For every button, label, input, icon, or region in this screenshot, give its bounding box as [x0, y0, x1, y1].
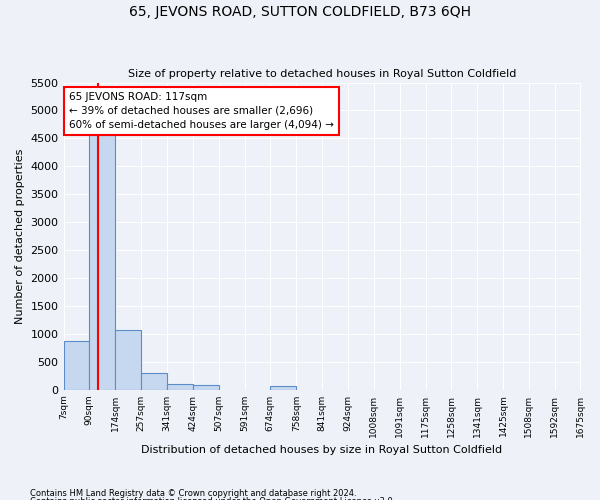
Text: 65, JEVONS ROAD, SUTTON COLDFIELD, B73 6QH: 65, JEVONS ROAD, SUTTON COLDFIELD, B73 6…: [129, 5, 471, 19]
Text: Contains HM Land Registry data © Crown copyright and database right 2024.: Contains HM Land Registry data © Crown c…: [30, 488, 356, 498]
Text: Contains public sector information licensed under the Open Government Licence v3: Contains public sector information licen…: [30, 497, 395, 500]
Bar: [89, 135, 115, 390]
Bar: [270, 386, 296, 390]
Text: 65 JEVONS ROAD: 117sqm
← 39% of detached houses are smaller (2,696)
60% of semi-: 65 JEVONS ROAD: 117sqm ← 39% of detached…: [69, 92, 334, 130]
Y-axis label: Number of detached properties: Number of detached properties: [15, 148, 25, 324]
Title: Size of property relative to detached houses in Royal Sutton Coldfield: Size of property relative to detached ho…: [128, 69, 516, 79]
Bar: [193, 386, 218, 390]
Bar: [141, 374, 167, 390]
Bar: [115, 330, 141, 390]
X-axis label: Distribution of detached houses by size in Royal Sutton Coldfield: Distribution of detached houses by size …: [142, 445, 503, 455]
Bar: [167, 384, 193, 390]
Bar: [64, 340, 89, 390]
